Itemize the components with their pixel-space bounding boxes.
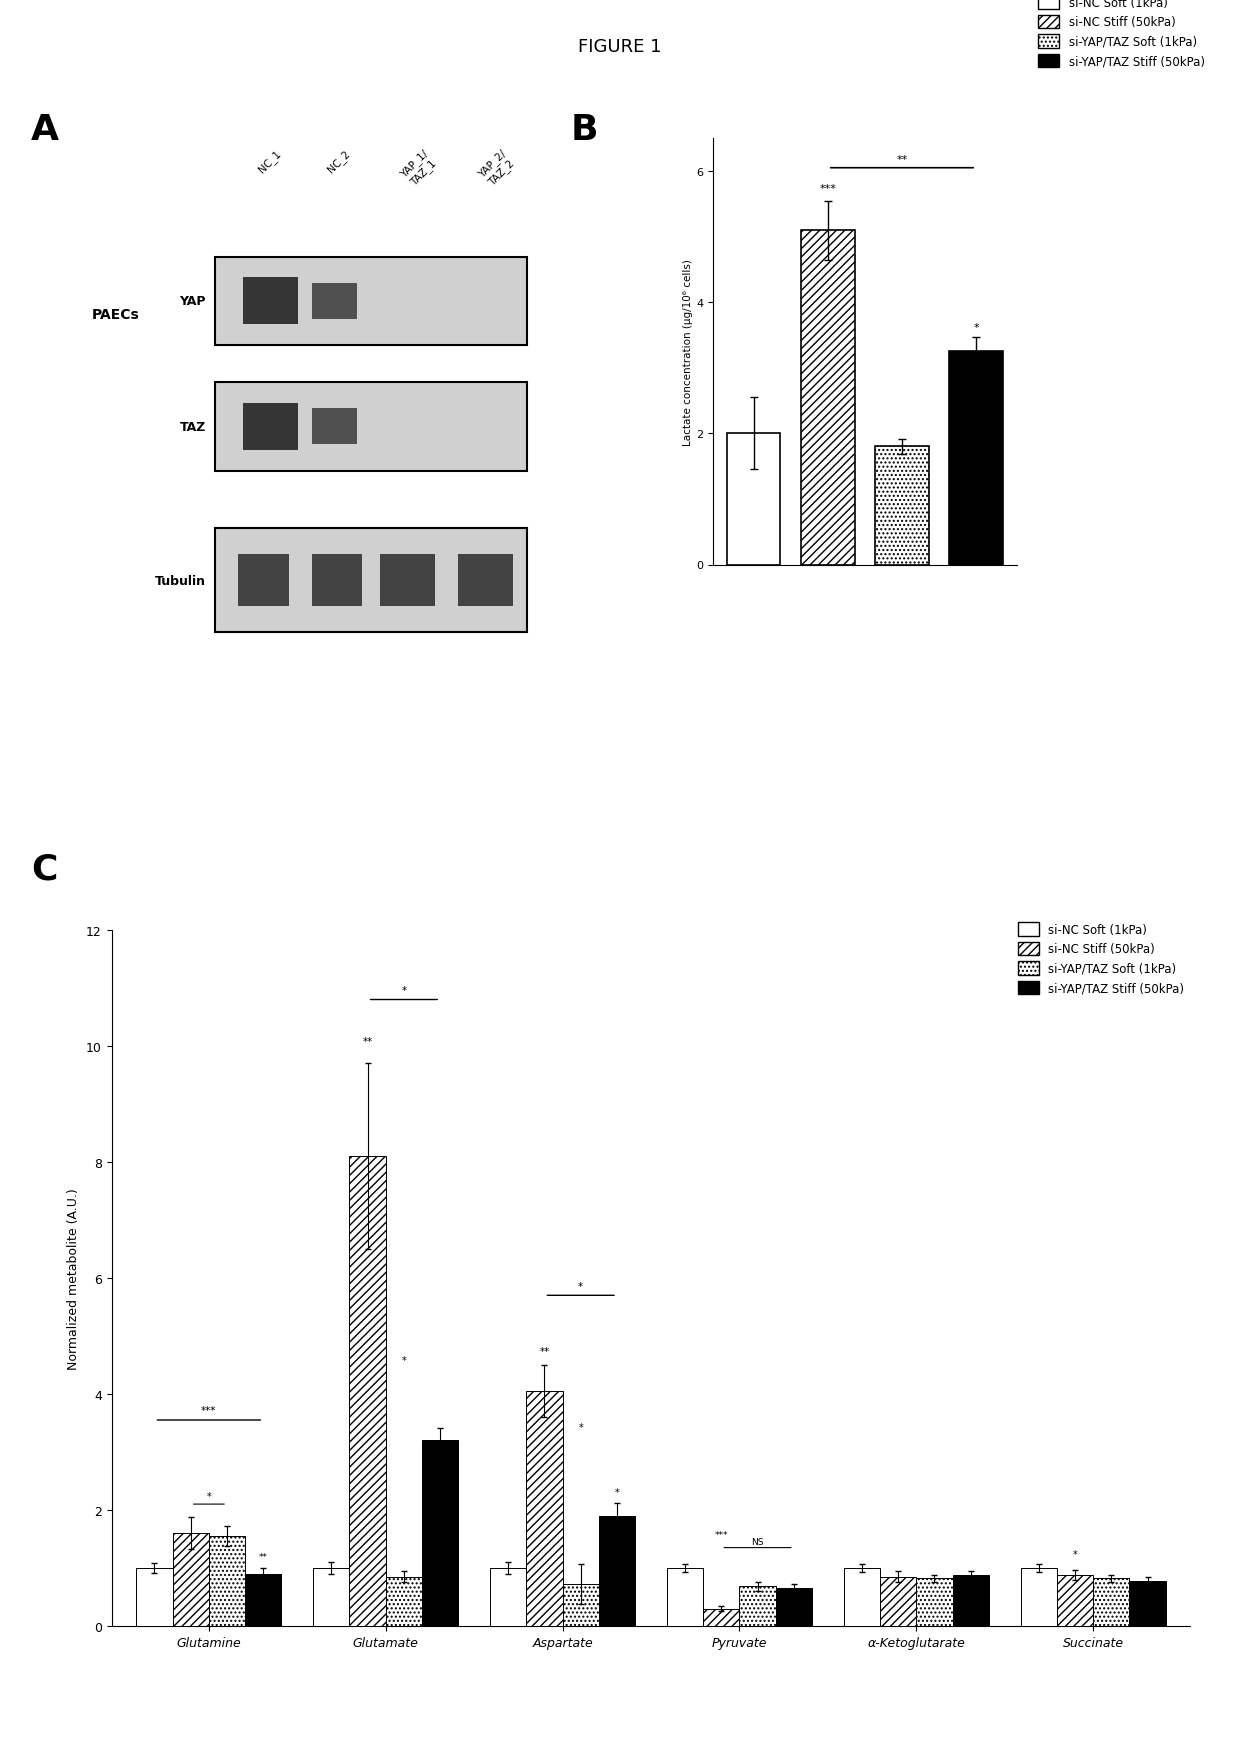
Bar [246, 1574, 281, 1626]
Bar [243, 278, 298, 325]
Text: ***: *** [201, 1405, 217, 1416]
Text: *: * [402, 1355, 407, 1365]
Bar [801, 231, 854, 565]
Bar [386, 1577, 422, 1626]
Text: *: * [973, 322, 978, 332]
Text: YAP: YAP [180, 296, 206, 308]
Bar [311, 409, 357, 445]
Bar [599, 1516, 635, 1626]
Bar [1021, 1569, 1056, 1626]
Text: *: * [1073, 1549, 1078, 1560]
Text: FIGURE 1: FIGURE 1 [578, 38, 662, 56]
Text: YAP_2/
TAZ_2: YAP_2/ TAZ_2 [476, 148, 517, 188]
Bar [243, 403, 298, 450]
Bar [311, 555, 362, 607]
Text: *: * [578, 1423, 583, 1431]
Text: A: A [31, 113, 60, 148]
Text: NS: NS [751, 1537, 764, 1546]
Bar [776, 1588, 812, 1626]
Text: **: ** [259, 1551, 268, 1562]
Text: **: ** [539, 1346, 549, 1356]
Text: C: C [31, 852, 57, 887]
Text: ***: *** [714, 1530, 728, 1539]
Bar [1130, 1581, 1166, 1626]
Bar [314, 1569, 350, 1626]
Y-axis label: Lactate concentration (μg/10⁶ cells): Lactate concentration (μg/10⁶ cells) [683, 259, 693, 445]
Bar [952, 1576, 988, 1626]
Text: *: * [402, 986, 407, 995]
Bar [739, 1586, 776, 1626]
Bar [172, 1534, 208, 1626]
Bar [208, 1536, 246, 1626]
Bar [216, 383, 527, 471]
Bar [950, 351, 1003, 565]
Text: YAP_1/
TAZ_1: YAP_1/ TAZ_1 [399, 148, 439, 188]
Bar [916, 1579, 952, 1626]
Text: NC_2: NC_2 [325, 148, 352, 174]
Text: *: * [207, 1492, 211, 1501]
Bar [238, 555, 289, 607]
Bar [1094, 1579, 1130, 1626]
Bar [216, 257, 527, 346]
Text: Tubulin: Tubulin [155, 574, 206, 588]
Legend: si-NC Soft (1kPa), si-NC Stiff (50kPa), si-YAP/TAZ Soft (1kPa), si-YAP/TAZ Stiff: si-NC Soft (1kPa), si-NC Stiff (50kPa), … [1018, 922, 1184, 995]
Bar [381, 555, 435, 607]
Bar [843, 1569, 880, 1626]
Bar [727, 435, 780, 565]
Text: NC_1: NC_1 [257, 148, 284, 174]
Bar [490, 1569, 526, 1626]
Text: *: * [578, 1282, 583, 1290]
Bar [526, 1391, 563, 1626]
Bar [880, 1577, 916, 1626]
Bar [703, 1609, 739, 1626]
Bar [667, 1569, 703, 1626]
Text: ***: *** [820, 184, 836, 193]
Bar [563, 1584, 599, 1626]
Legend: si-NC Soft (1kPa), si-NC Stiff (50kPa), si-YAP/TAZ Soft (1kPa), si-YAP/TAZ Stiff: si-NC Soft (1kPa), si-NC Stiff (50kPa), … [1038, 0, 1204, 68]
Y-axis label: Normalized metabolite (A.U.): Normalized metabolite (A.U.) [67, 1188, 81, 1369]
Bar [350, 1156, 386, 1626]
Text: *: * [615, 1487, 619, 1497]
Bar [875, 447, 929, 565]
Bar [136, 1569, 172, 1626]
Bar [311, 283, 357, 320]
Text: **: ** [362, 1036, 373, 1047]
Bar [216, 529, 527, 633]
Bar [1056, 1576, 1094, 1626]
Text: TAZ: TAZ [180, 421, 206, 433]
Text: **: ** [897, 155, 908, 165]
Bar [459, 555, 513, 607]
Text: PAECs: PAECs [92, 308, 139, 322]
Text: B: B [570, 113, 598, 148]
Bar [422, 1440, 459, 1626]
